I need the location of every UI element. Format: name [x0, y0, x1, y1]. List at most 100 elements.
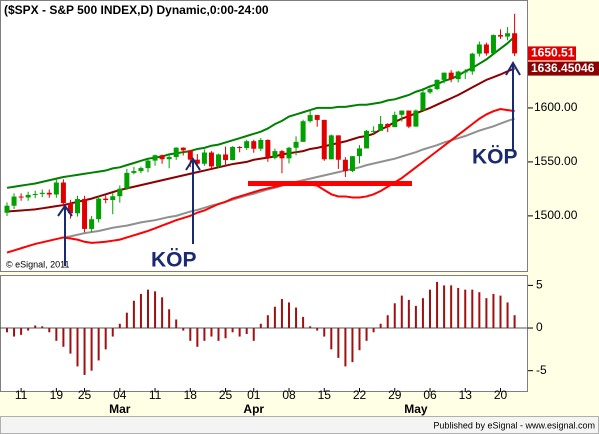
candle-body	[194, 159, 200, 164]
annotation: KÖP	[472, 146, 518, 169]
candle-body	[399, 110, 405, 115]
bar	[224, 328, 227, 339]
bar	[97, 328, 100, 361]
bar	[259, 323, 262, 329]
bar	[295, 307, 298, 329]
candle-body	[237, 147, 243, 149]
indicator-line	[6, 67, 515, 213]
x-tick-label: 01	[247, 388, 261, 402]
candle-body	[138, 168, 144, 172]
bar	[118, 323, 121, 329]
candle-body	[357, 148, 362, 157]
bar	[111, 328, 114, 337]
candle-body	[314, 115, 320, 120]
price-plot	[4, 13, 518, 254]
bar	[132, 300, 135, 329]
bar	[83, 328, 86, 375]
arrows	[57, 61, 521, 266]
annotation: KÖP	[151, 249, 197, 272]
bar	[238, 328, 241, 337]
bar	[400, 295, 403, 329]
x-tick-label: 15	[318, 388, 332, 402]
candle-body	[476, 44, 482, 54]
candle-body	[462, 71, 468, 73]
bar	[457, 287, 460, 329]
bar	[443, 285, 446, 329]
bar	[365, 328, 368, 341]
candle-body	[378, 123, 384, 131]
bar	[485, 298, 488, 329]
bar	[104, 328, 107, 350]
bar	[309, 326, 312, 329]
bar	[513, 315, 516, 329]
candle-body	[103, 198, 109, 201]
bar	[344, 328, 347, 367]
candle-body	[335, 135, 341, 160]
bar	[436, 281, 439, 329]
bar	[386, 315, 389, 329]
x-tick-label: 20	[494, 388, 508, 402]
candle-body	[371, 130, 377, 132]
y-tick-label: -5	[536, 363, 547, 377]
candle-body	[251, 141, 257, 149]
candle-body	[53, 182, 59, 195]
month-label: Apr	[243, 402, 264, 416]
bar	[217, 328, 220, 341]
x-tick-label: 04	[113, 388, 127, 402]
bar	[288, 302, 290, 329]
price-label: 1636.45046	[531, 61, 595, 75]
bar	[76, 328, 79, 367]
bar	[471, 289, 474, 329]
bar	[210, 328, 213, 337]
candle-body	[25, 194, 31, 198]
candle-body	[244, 141, 250, 148]
bar	[316, 328, 319, 331]
copyright: © eSignal, 2011	[6, 259, 70, 269]
candle-body	[201, 152, 207, 164]
candle-body	[145, 160, 151, 169]
bar	[69, 328, 72, 354]
candle-body	[208, 152, 214, 167]
price-label-box	[528, 46, 576, 61]
candle-body	[60, 182, 66, 204]
candle-body	[441, 72, 447, 80]
bar	[464, 289, 467, 329]
candle-body	[385, 123, 391, 128]
bar	[280, 299, 283, 329]
bar	[125, 312, 128, 329]
arrow	[57, 204, 73, 266]
candle-body	[406, 110, 412, 127]
candle-body	[124, 172, 130, 189]
candle-body	[321, 119, 327, 160]
bar	[189, 328, 192, 341]
x-tick-label: 11	[149, 388, 162, 402]
bar	[13, 328, 16, 337]
candle-body	[455, 71, 461, 80]
bar	[273, 306, 276, 329]
bar	[161, 297, 164, 329]
bar	[182, 328, 185, 331]
candle-body	[427, 89, 433, 93]
candle-body	[110, 196, 116, 201]
y-tick-label: 1550.00	[534, 154, 578, 168]
candle-body	[293, 141, 299, 148]
x-tick-label: 18	[184, 388, 198, 402]
bar	[499, 295, 502, 329]
bar	[330, 328, 333, 350]
candle-body	[265, 139, 271, 158]
bar	[90, 328, 93, 371]
candle-body	[469, 53, 475, 72]
candle-body	[272, 151, 278, 158]
bar	[203, 328, 206, 341]
bar	[62, 328, 65, 347]
x-tick-label: 11	[15, 388, 28, 402]
footer: Published by eSignal - www.esignal.com	[433, 420, 595, 430]
candle-body	[434, 79, 440, 90]
bar	[351, 328, 354, 363]
x-tick-label: 13	[459, 388, 473, 402]
bar	[175, 319, 178, 329]
bar	[41, 326, 44, 329]
candle-body	[131, 171, 137, 173]
bar	[323, 328, 326, 337]
